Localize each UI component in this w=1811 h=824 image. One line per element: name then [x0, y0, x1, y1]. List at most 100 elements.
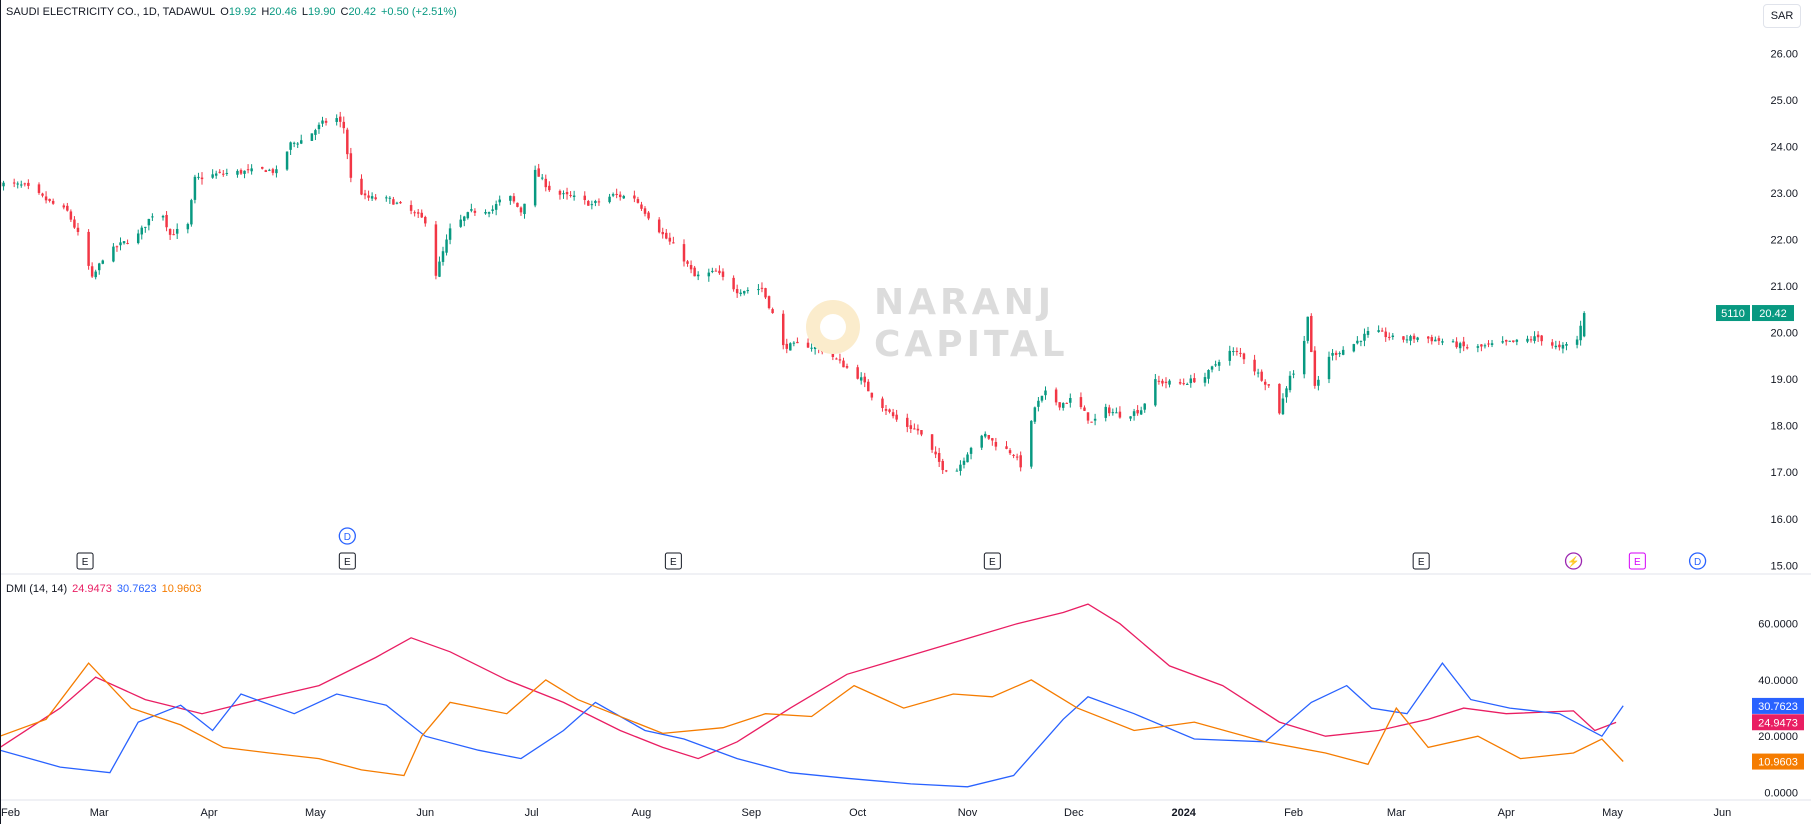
candle-body: [275, 169, 278, 174]
candle-body: [1239, 352, 1242, 354]
candle-body: [87, 231, 90, 266]
candle-body: [186, 224, 190, 230]
candle-body: [466, 212, 470, 219]
candle-body: [434, 224, 438, 276]
candle-body: [122, 241, 126, 244]
dmi-line-plusdi: [0, 662, 1624, 788]
candle-body: [594, 200, 597, 203]
time-tick-label: Jul: [525, 807, 539, 819]
candle-body: [1115, 412, 1118, 414]
candle-body: [1455, 341, 1458, 348]
candle-body: [838, 359, 842, 361]
candle-body: [1359, 340, 1363, 342]
candle-body: [41, 193, 44, 196]
candle-body: [12, 182, 16, 184]
time-tick-label: May: [305, 807, 326, 819]
candle-body: [1356, 340, 1359, 344]
candle-body: [1490, 343, 1494, 345]
candle-body: [445, 239, 448, 253]
candle-body: [1168, 380, 1171, 385]
candle-body: [1030, 420, 1033, 467]
candle-body: [399, 201, 402, 204]
dmi-value-label: 30.7623: [1758, 701, 1798, 713]
candle-body: [1281, 398, 1285, 415]
candle-body: [1551, 342, 1554, 346]
candle-body: [1008, 450, 1012, 454]
candle-body: [888, 409, 891, 412]
candle-body: [1207, 370, 1210, 379]
candle-body: [1441, 341, 1444, 343]
candle-body: [175, 228, 179, 234]
candle-body: [342, 121, 346, 129]
candle-body: [1579, 325, 1582, 341]
candle-body: [863, 376, 866, 383]
candle-body: [200, 177, 204, 180]
dmi-title[interactable]: DMI (14, 14): [6, 583, 68, 595]
minus-di-value: 10.9603: [161, 583, 202, 595]
currency-button[interactable]: SAR: [1763, 4, 1801, 28]
candle-body: [285, 151, 289, 170]
earnings-marker: [664, 552, 682, 570]
candle-body: [622, 196, 625, 199]
candle-body: [1161, 380, 1164, 384]
candle-body: [349, 153, 353, 178]
candle-body: [172, 234, 175, 236]
candle-body: [360, 178, 363, 195]
candle-body: [20, 184, 23, 186]
time-tick-label: Feb: [1, 807, 20, 819]
earnings-marker: [1628, 552, 1646, 570]
candle-body: [1366, 331, 1370, 335]
symbol-name[interactable]: SAUDI ELECTRICITY CO., 1D, TADAWUL: [6, 6, 216, 18]
candle-body: [363, 193, 367, 196]
candle-body: [884, 408, 888, 411]
candle-body: [540, 177, 544, 179]
candle-body: [1235, 351, 1239, 353]
dmi-value-label: 24.9473: [1758, 717, 1798, 729]
candle-body: [1065, 402, 1068, 404]
candle-body: [119, 242, 122, 246]
price-tick-label: 24.00: [1770, 141, 1798, 153]
candle-body: [509, 195, 512, 201]
candle-body: [23, 183, 27, 185]
candle-body: [611, 194, 615, 196]
candle-body: [1430, 337, 1434, 342]
candle-body: [147, 218, 151, 226]
candle-body: [1136, 409, 1139, 414]
candle-body: [746, 290, 750, 292]
last-price-symbol: 5110: [1721, 308, 1745, 320]
candle-body: [1377, 330, 1380, 332]
candle-body: [1086, 412, 1090, 421]
candle-body: [1139, 410, 1143, 415]
price-tick-label: 18.00: [1770, 421, 1798, 433]
candle-body: [1285, 388, 1288, 398]
candle-body: [1582, 313, 1586, 337]
candle-body: [264, 170, 268, 172]
candle-body: [707, 272, 711, 277]
candle-body: [1310, 315, 1313, 353]
watermark-logo: [806, 300, 860, 354]
candle-body: [321, 120, 324, 124]
candle-body: [696, 274, 700, 277]
candle-body: [643, 208, 647, 214]
candle-body: [583, 195, 587, 201]
candle-body: [115, 246, 119, 248]
candle-body: [310, 133, 314, 141]
candle-body: [190, 200, 193, 225]
dmi-line-adx: [0, 603, 1617, 760]
candle-body: [711, 270, 714, 272]
dmi-line-minusdi: [0, 662, 1624, 777]
price-tick-label: 23.00: [1770, 188, 1798, 200]
candle-body: [1334, 352, 1338, 356]
candle-body: [895, 414, 898, 420]
time-tick-label: Mar: [90, 807, 109, 819]
close-value: 20.42: [348, 6, 376, 18]
candle-body: [558, 190, 562, 195]
candle-body: [1508, 340, 1511, 342]
candle-body: [618, 194, 622, 198]
candle-body: [1391, 335, 1395, 337]
low-label: L: [301, 6, 308, 18]
candle-body: [218, 171, 221, 173]
candle-body: [448, 228, 452, 240]
time-tick-label: Nov: [958, 807, 978, 819]
